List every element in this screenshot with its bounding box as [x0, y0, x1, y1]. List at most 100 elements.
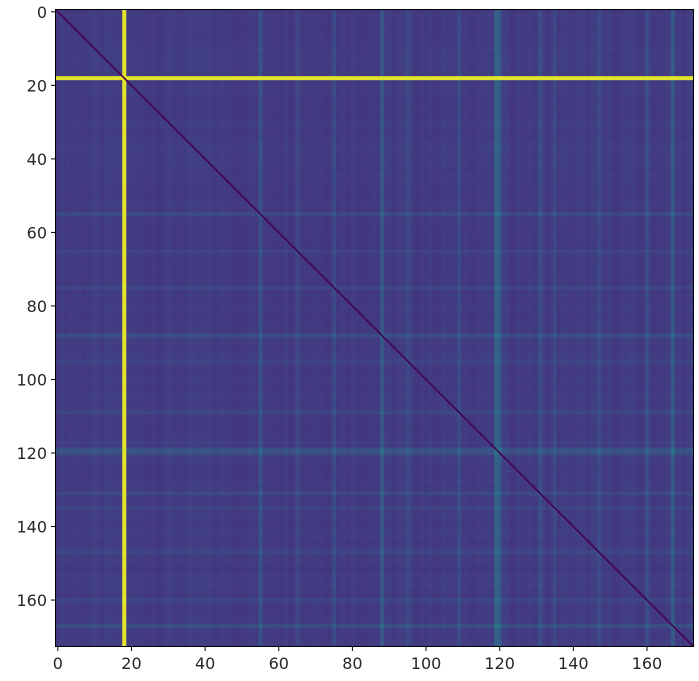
heatmap-row-113 — [56, 425, 693, 430]
heatmap-column-93 — [398, 10, 403, 646]
heatmap-column-132 — [542, 10, 547, 646]
heatmap-row-19 — [56, 79, 693, 84]
heatmap-row-167 — [56, 623, 693, 628]
heatmap-column-167 — [670, 10, 675, 646]
heatmap-row-165 — [56, 616, 693, 621]
heatmap-column-13 — [103, 10, 108, 646]
heatmap-row-70 — [56, 267, 693, 272]
heatmap-row-75 — [56, 285, 693, 290]
heatmap-row-62 — [56, 237, 693, 242]
heatmap-row-83 — [56, 315, 693, 320]
heatmap-column-130 — [534, 10, 539, 646]
heatmap-row-139 — [56, 521, 693, 525]
heatmap-row-53 — [56, 204, 693, 209]
heatmap-column-51 — [243, 10, 248, 646]
heatmap-column-126 — [519, 10, 524, 646]
heatmap-column-76 — [335, 10, 340, 646]
heatmap-row-55 — [56, 212, 693, 217]
heatmap-column-116 — [483, 10, 488, 646]
heatmap-column-65 — [295, 10, 300, 646]
y-tick-label: 100 — [16, 370, 47, 389]
heatmap-row-104 — [56, 392, 693, 397]
heatmap-column-100 — [424, 10, 429, 646]
heatmap-column-21 — [133, 10, 138, 646]
heatmap-row-132 — [56, 495, 693, 500]
heatmap-row-38 — [56, 149, 693, 154]
heatmap-column-17 — [118, 10, 123, 646]
heatmap-row-37 — [56, 146, 693, 150]
heatmap-row-91 — [56, 344, 693, 349]
heatmap-row-22 — [56, 90, 693, 95]
heatmap-row-54 — [56, 208, 693, 213]
heatmap-row-92 — [56, 348, 693, 353]
heatmap-row-149 — [56, 557, 693, 562]
heatmap-row-57 — [56, 219, 693, 224]
x-tick-label: 160 — [632, 654, 663, 673]
heatmap-row-58 — [56, 223, 693, 228]
heatmap-column-154 — [623, 10, 628, 646]
heatmap-column-146 — [593, 10, 598, 646]
heatmap-row-12 — [56, 54, 693, 59]
heatmap-column-12 — [100, 10, 105, 646]
heatmap-row-31 — [56, 123, 693, 128]
heatmap-column-87 — [376, 10, 381, 646]
heatmap-column-26 — [151, 10, 156, 646]
heatmap-row-106 — [56, 399, 693, 404]
heatmap-row-76 — [56, 289, 693, 294]
outlier-row-18 — [56, 76, 693, 81]
heatmap-column-11 — [96, 10, 101, 646]
heatmap-column-29 — [162, 10, 167, 646]
heatmap-column-74 — [328, 10, 333, 646]
heatmap-column-160 — [645, 10, 650, 646]
heatmap-column-110 — [461, 10, 466, 646]
heatmap-row-6 — [56, 32, 693, 37]
heatmap-row-170 — [56, 634, 693, 639]
heatmap-row-122 — [56, 458, 693, 463]
heatmap-column-52 — [247, 10, 252, 646]
heatmap-row-42 — [56, 164, 693, 169]
heatmap-row-96 — [56, 362, 693, 367]
heatmap-row-153 — [56, 572, 693, 577]
heatmap-column-133 — [545, 10, 550, 646]
heatmap-column-69 — [310, 10, 315, 646]
heatmap-row-146 — [56, 546, 693, 551]
heatmap-column-55 — [258, 10, 263, 646]
heatmap-row-28 — [56, 112, 693, 117]
heatmap-row-20 — [56, 83, 693, 88]
heatmap-row-29 — [56, 116, 693, 121]
heatmap-column-50 — [240, 10, 245, 646]
heatmap-column-158 — [637, 10, 642, 646]
heatmap-column-135 — [553, 10, 558, 646]
heatmap-row-150 — [56, 561, 693, 566]
heatmap-column-56 — [262, 10, 267, 646]
heatmap-row-89 — [56, 337, 693, 342]
heatmap-row-34 — [56, 134, 693, 139]
heatmap-column-143 — [582, 10, 587, 646]
heatmap-row-3 — [56, 21, 693, 26]
heatmap-column-83 — [361, 10, 366, 646]
heatmap-column-53 — [251, 10, 256, 646]
heatmap-row-148 — [56, 554, 693, 559]
heatmap-row-107 — [56, 403, 693, 408]
heatmap-column-37 — [192, 10, 197, 646]
heatmap-row-154 — [56, 576, 693, 581]
heatmap-column-166 — [667, 10, 672, 646]
heatmap-row-163 — [56, 609, 693, 614]
heatmap-column-129 — [530, 10, 535, 646]
heatmap-row-72 — [56, 274, 693, 279]
heatmap-row-123 — [56, 462, 693, 467]
heatmap-column-124 — [512, 10, 517, 646]
heatmap-row-7 — [56, 35, 693, 40]
heatmap-row-164 — [56, 612, 693, 617]
heatmap-row-48 — [56, 186, 693, 191]
heatmap-row-151 — [56, 565, 693, 570]
heatmap-row-119 — [56, 447, 693, 452]
heatmap-column-142 — [578, 10, 583, 646]
heatmap-column-96 — [409, 10, 414, 646]
heatmap-row-127 — [56, 476, 693, 481]
heatmap-row-68 — [56, 259, 693, 264]
heatmap-row-95 — [56, 359, 693, 364]
heatmap-row-168 — [56, 627, 693, 632]
heatmap-column-150 — [608, 10, 613, 646]
heatmap-row-155 — [56, 579, 693, 584]
